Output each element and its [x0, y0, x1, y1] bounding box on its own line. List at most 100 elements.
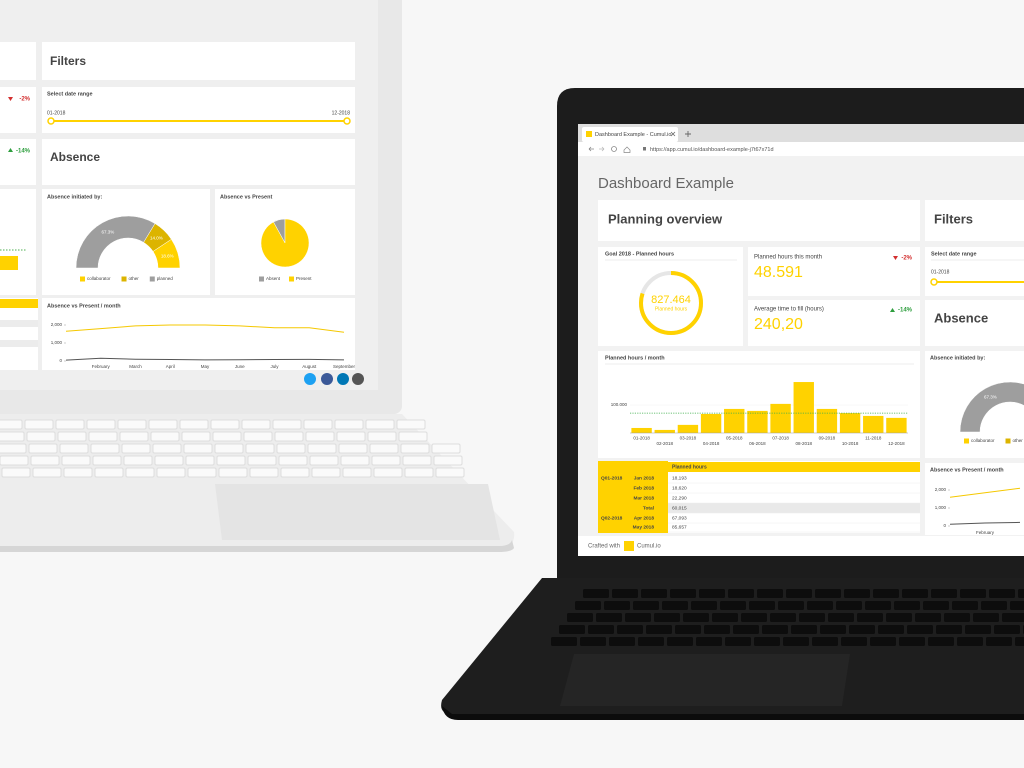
- reload-button[interactable]: [611, 146, 617, 152]
- key: [683, 613, 709, 622]
- key: [778, 601, 804, 610]
- bar: [631, 427, 652, 433]
- key: [667, 637, 693, 646]
- range-start: 01-2018: [931, 269, 950, 275]
- partial-row: [0, 299, 38, 308]
- card: [42, 139, 355, 185]
- line-series: [65, 324, 345, 333]
- share-twitter[interactable]: [304, 373, 316, 385]
- key: [612, 589, 638, 598]
- key: [873, 589, 899, 598]
- key: [609, 637, 635, 646]
- card: [0, 42, 36, 80]
- right-dashboard: Dashboard Example - Cumul.io https://app…: [578, 124, 1024, 556]
- card: [42, 42, 355, 80]
- legend-label: other: [1013, 438, 1024, 443]
- key: [725, 637, 751, 646]
- share-linkedin[interactable]: [337, 373, 349, 385]
- legend-swatch: [259, 276, 264, 282]
- browser-tab[interactable]: [582, 127, 678, 142]
- x-tick-label: June: [235, 364, 245, 369]
- table-cell: May 2018: [633, 524, 655, 530]
- share-email[interactable]: [352, 373, 364, 385]
- x-tick-label: 04-2018: [703, 441, 720, 446]
- kpi-change: -2%: [901, 256, 912, 262]
- key: [396, 419, 426, 430]
- key: [865, 601, 891, 610]
- legend-swatch: [80, 276, 85, 282]
- y-tick-label: 1,000: [51, 340, 63, 345]
- key: [369, 443, 399, 454]
- card: [925, 300, 1024, 346]
- legend-swatch: [149, 276, 155, 282]
- key: [280, 467, 310, 478]
- bar: [839, 413, 861, 433]
- slider-handle[interactable]: [930, 278, 938, 286]
- table-cell: 60,015: [672, 505, 687, 511]
- value-label: 67.3%: [984, 394, 997, 399]
- donut-segment: [959, 381, 1024, 433]
- kpi-change: -14%: [898, 308, 913, 314]
- footer-brand[interactable]: Cumul.io: [637, 544, 661, 550]
- kpi-change: -2%: [19, 97, 30, 103]
- key: [247, 455, 277, 466]
- back-button[interactable]: [588, 146, 594, 152]
- kpi-value: 48.591: [754, 264, 803, 281]
- table-cell: Jan 2018: [634, 475, 655, 481]
- key: [733, 625, 759, 634]
- x-tick-label: 06-2018: [749, 441, 766, 446]
- key: [181, 431, 211, 442]
- legend-label: planned: [157, 276, 174, 281]
- home-button[interactable]: [623, 146, 631, 153]
- x-tick-label: August: [302, 364, 317, 369]
- key: [799, 613, 825, 622]
- line-series: [65, 357, 345, 361]
- key: [340, 455, 370, 466]
- key: [989, 589, 1015, 598]
- key: [696, 637, 722, 646]
- donut: 67.3% collaborator other: [959, 381, 1024, 444]
- key: [187, 467, 217, 478]
- key: [807, 601, 833, 610]
- key: [303, 419, 333, 430]
- card: [925, 200, 1024, 241]
- card: [598, 247, 743, 346]
- key: [402, 455, 432, 466]
- share-facebook[interactable]: [321, 373, 333, 385]
- key: [841, 637, 867, 646]
- section-title: Filters: [934, 211, 973, 226]
- key: [994, 625, 1020, 634]
- bar: [863, 415, 884, 433]
- key: [952, 601, 978, 610]
- key: [245, 443, 275, 454]
- key: [588, 625, 614, 634]
- url[interactable]: https://app.cumul.io/dashboard-example-j…: [650, 147, 774, 153]
- key: [185, 455, 215, 466]
- x-tick-label: 03-2018: [680, 436, 697, 441]
- x-tick-label: 07-2018: [772, 436, 789, 441]
- tab-close[interactable]: [670, 131, 676, 137]
- key: [662, 601, 688, 610]
- key: [567, 613, 593, 622]
- key: [928, 637, 954, 646]
- chart-title: Absence vs Present: [220, 194, 272, 200]
- card: [598, 200, 920, 241]
- key: [728, 589, 754, 598]
- table-cell: 85,657: [672, 524, 687, 530]
- forward-button[interactable]: [599, 146, 605, 152]
- x-tick-label: July: [270, 364, 279, 369]
- key: [365, 419, 395, 430]
- value-label: 14.0%: [150, 236, 163, 241]
- new-tab[interactable]: [685, 131, 691, 137]
- key: [243, 431, 273, 442]
- key: [61, 455, 91, 466]
- favicon: [586, 131, 592, 137]
- x-tick-label: 12-2018: [888, 441, 905, 446]
- table-header: Planned hours: [672, 464, 707, 470]
- bar: [724, 408, 745, 433]
- x-tick-label: February: [976, 530, 995, 535]
- key: [878, 625, 904, 634]
- range-end: 12-2018: [332, 110, 351, 116]
- key: [212, 431, 242, 442]
- key: [936, 625, 962, 634]
